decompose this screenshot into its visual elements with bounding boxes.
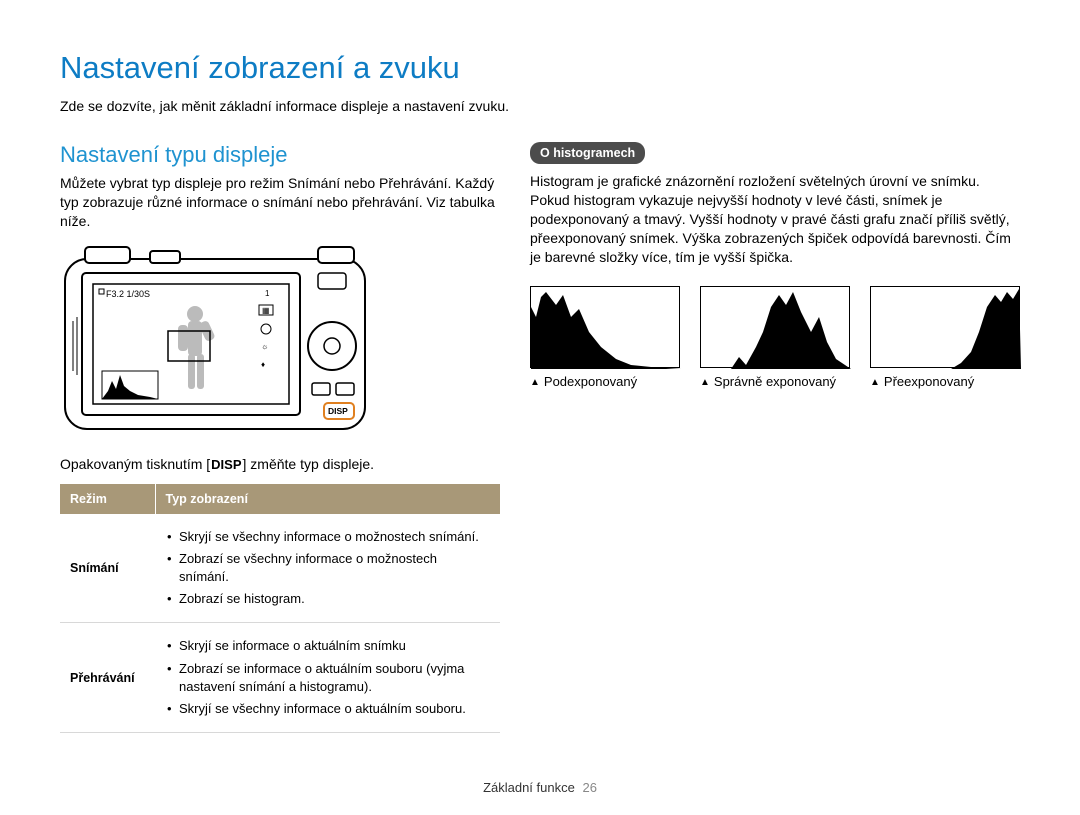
svg-text:♦: ♦ xyxy=(261,360,265,369)
footer-page: 26 xyxy=(582,780,596,795)
histogram-caption: ▲Podexponovaný xyxy=(530,374,680,391)
histogram-caption: ▲Správně exponovaný xyxy=(700,374,850,391)
disp-badge-inline: DISP xyxy=(210,457,242,472)
histogram-item: ▲Přeexponovaný xyxy=(870,286,1020,391)
triangle-icon: ▲ xyxy=(700,376,710,389)
right-paragraph: Histogram je grafické znázornění rozlože… xyxy=(530,172,1020,266)
callout-title: O histogramech xyxy=(530,142,645,164)
histogram-item: ▲Podexponovaný xyxy=(530,286,680,391)
triangle-icon: ▲ xyxy=(870,376,880,389)
histogram-item: ▲Správně exponovaný xyxy=(700,286,850,391)
list-item: Zobrazí se informace o aktuálním souboru… xyxy=(165,660,490,696)
table-header-display: Typ zobrazení xyxy=(155,484,500,514)
histogram-box xyxy=(870,286,1020,368)
display-modes-table: Režim Typ zobrazení Snímání Skryjí se vše… xyxy=(60,484,500,734)
page-title: Nastavení zobrazení a zvuku xyxy=(60,50,1020,86)
histogram-box xyxy=(530,286,680,368)
camera-illustration: F3.2 1/30S 1 xyxy=(60,241,500,441)
histogram-caption: ▲Přeexponovaný xyxy=(870,374,1020,391)
table-cell-items: Skryjí se všechny informace o možnostech… xyxy=(155,514,500,623)
columns: Nastavení typu displeje Můžete vybrat ty… xyxy=(60,142,1020,733)
table-header-mode: Režim xyxy=(60,484,155,514)
list-item: Zobrazí se všechny informace o možnostec… xyxy=(165,550,490,586)
left-section-title: Nastavení typu displeje xyxy=(60,142,500,168)
list-item: Skryjí se všechny informace o možnostech… xyxy=(165,528,490,546)
disp-instruction: Opakovaným tisknutím [DISP] změňte typ d… xyxy=(60,456,500,472)
footer: Základní funkce 26 xyxy=(0,780,1080,795)
left-column: Nastavení typu displeje Můžete vybrat ty… xyxy=(60,142,500,733)
camera-screen-text: F3.2 1/30S xyxy=(106,289,150,299)
table-cell-mode: Přehrávání xyxy=(60,623,155,733)
list-item: Skryjí se všechny informace o aktuálním … xyxy=(165,700,490,718)
disp-prefix: Opakovaným tisknutím [ xyxy=(60,456,210,472)
histograms-row: ▲Podexponovaný ▲Správně exponovaný ▲Přeexp… xyxy=(530,286,1020,391)
table-row: PřehráváníSkryjí se informace o aktuální… xyxy=(60,623,500,733)
table-cell-items: Skryjí se informace o aktuálním snímku Zo… xyxy=(155,623,500,733)
footer-section: Základní funkce xyxy=(483,780,575,795)
right-column: O histogramech Histogram je grafické zná… xyxy=(530,142,1020,733)
disp-suffix: ] změňte typ displeje. xyxy=(243,456,375,472)
triangle-icon: ▲ xyxy=(530,376,540,389)
camera-svg: F3.2 1/30S 1 xyxy=(60,241,370,436)
svg-text:☼: ☼ xyxy=(261,342,268,351)
svg-text:▦: ▦ xyxy=(262,306,270,315)
intro-text: Zde se dozvíte, jak měnit základní infor… xyxy=(60,98,1020,114)
left-paragraph: Můžete vybrat typ displeje pro režim Sní… xyxy=(60,174,500,231)
histogram-box xyxy=(700,286,850,368)
list-item: Skryjí se informace o aktuálním snímku xyxy=(165,637,490,655)
table-cell-mode: Snímání xyxy=(60,514,155,623)
svg-text:1: 1 xyxy=(265,289,270,298)
table-row: Snímání Skryjí se všechny informace o mož… xyxy=(60,514,500,623)
list-item: Zobrazí se histogram. xyxy=(165,590,490,608)
disp-badge-on-camera: DISP xyxy=(328,406,348,416)
